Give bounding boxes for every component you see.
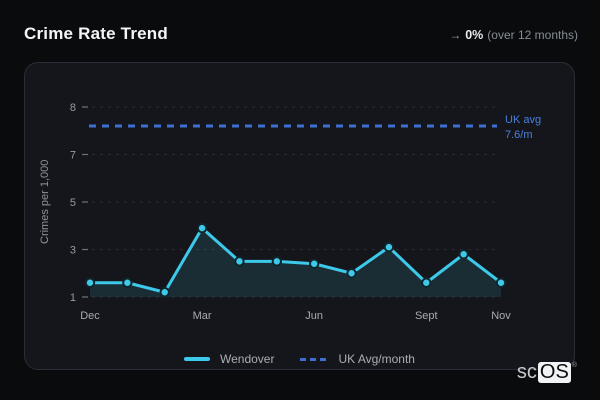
logo-prefix: sc — [516, 361, 537, 383]
trend-value: 0% — [465, 28, 484, 42]
crime-trend-chart: 8 7 5 3 1 UK avg 7.6/m Dec Mar Jun Sept Nov — [70, 102, 541, 322]
logo-highlight: OS — [537, 361, 571, 383]
trend-summary: → 0% (over 12 months) — [449, 28, 578, 42]
header: Crime Rate Trend → 0% (over 12 months) — [24, 24, 578, 44]
data-point — [383, 241, 395, 253]
data-point — [346, 268, 357, 279]
series-line — [88, 226, 503, 294]
legend-label: UK Avg/month — [338, 352, 415, 366]
chart-panel: Crimes per 1,000 8 7 5 3 1 UK avg 7.6/m Dec Mar J… — [24, 62, 575, 370]
y-tick-label: 1 — [70, 292, 76, 304]
data-point — [196, 222, 208, 234]
trend-arrow-icon: → — [449, 28, 462, 42]
page-title: Crime Rate Trend — [24, 24, 168, 43]
y-tick-label: 5 — [70, 197, 76, 209]
reference-label: 7.6/m — [505, 129, 533, 141]
x-tick-label: Mar — [193, 310, 212, 322]
legend-item-wendover: Wendover — [184, 352, 274, 366]
data-point — [495, 277, 507, 288]
registered-mark: ® — [571, 362, 577, 369]
y-tick-label: 3 — [70, 245, 76, 257]
data-point — [122, 277, 133, 288]
x-tick-label: Nov — [491, 310, 511, 322]
data-point — [234, 256, 245, 267]
data-point — [458, 249, 469, 260]
data-point — [159, 287, 170, 298]
data-point — [421, 277, 432, 288]
chart-legend: Wendover UK Avg/month — [25, 352, 574, 366]
legend-item-uk-avg: UK Avg/month — [300, 352, 415, 366]
dashed-line-swatch-icon — [300, 357, 329, 361]
data-point — [84, 277, 96, 288]
legend-label: Wendover — [220, 352, 275, 366]
x-tick-label: Jun — [305, 310, 323, 322]
x-tick-label: Dec — [80, 310, 100, 322]
scos-logo: sc OS ® — [517, 362, 577, 383]
trend-caption: (over 12 months) — [487, 28, 578, 42]
solid-line-swatch-icon — [184, 357, 210, 361]
data-point — [308, 258, 320, 269]
x-tick-label: Sept — [415, 310, 438, 322]
reference-label: UK avg — [505, 114, 541, 126]
data-point — [271, 256, 283, 267]
y-tick-label: 8 — [70, 102, 76, 114]
y-tick-label: 7 — [70, 150, 76, 162]
